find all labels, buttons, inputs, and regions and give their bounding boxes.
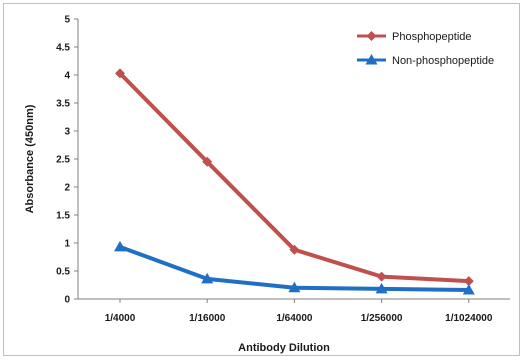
data-point	[201, 272, 214, 284]
data-point	[462, 284, 475, 295]
y-tick-label: 2	[64, 183, 70, 194]
x-tick-label: 1/4000	[105, 313, 136, 324]
x-axis: 1/4000 1/16000 1/64000 1/256000 1/1024000	[78, 298, 510, 324]
x-tick-label: 1/64000	[276, 313, 313, 324]
legend-marker	[365, 54, 378, 65]
legend-label: Non-phosphopeptide	[392, 55, 494, 67]
y-tick-label: 4	[64, 71, 70, 82]
legend-marker	[366, 31, 377, 41]
y-tick-label: 3.5	[56, 99, 70, 110]
data-point	[114, 240, 126, 252]
chart-frame	[3, 3, 520, 356]
data-point	[115, 68, 125, 79]
series-layer	[114, 68, 475, 295]
y-tick-label: 1.5	[56, 211, 70, 222]
data-point	[289, 244, 300, 255]
data-point	[202, 156, 213, 167]
x-tick-label: 1/16000	[189, 313, 226, 324]
series-phosphopeptide	[115, 68, 474, 287]
y-tick-label: 4.5	[56, 43, 70, 54]
y-axis-title: Absorbance (450nm)	[24, 104, 36, 213]
x-tick-label: 1/256000	[361, 313, 403, 324]
data-point	[463, 276, 474, 287]
x-axis-title: Antibody Dilution	[238, 342, 330, 354]
legend-item: Phosphopeptide	[357, 31, 472, 43]
data-point	[288, 281, 301, 293]
y-tick-label: 5	[64, 15, 70, 26]
y-tick-label: 0	[64, 295, 70, 306]
x-tick-label: 1/1024000	[445, 313, 493, 324]
legend-item: Non-phosphopeptide	[357, 54, 494, 67]
y-tick-label: 3	[64, 127, 70, 138]
y-tick-label: 2.5	[56, 155, 70, 166]
y-axis: 0 0.5 1 1.5 2 2.5 3 3.5 4 4.5 5	[56, 15, 79, 306]
y-tick-label: 0.5	[56, 267, 70, 278]
data-point	[375, 282, 388, 294]
y-tick-label: 1	[64, 239, 70, 250]
legend: Phosphopeptide Non-phosphopeptide	[357, 31, 494, 67]
data-point	[376, 271, 387, 282]
legend-label: Phosphopeptide	[392, 31, 472, 43]
series-non-phosphopeptide	[114, 240, 475, 295]
